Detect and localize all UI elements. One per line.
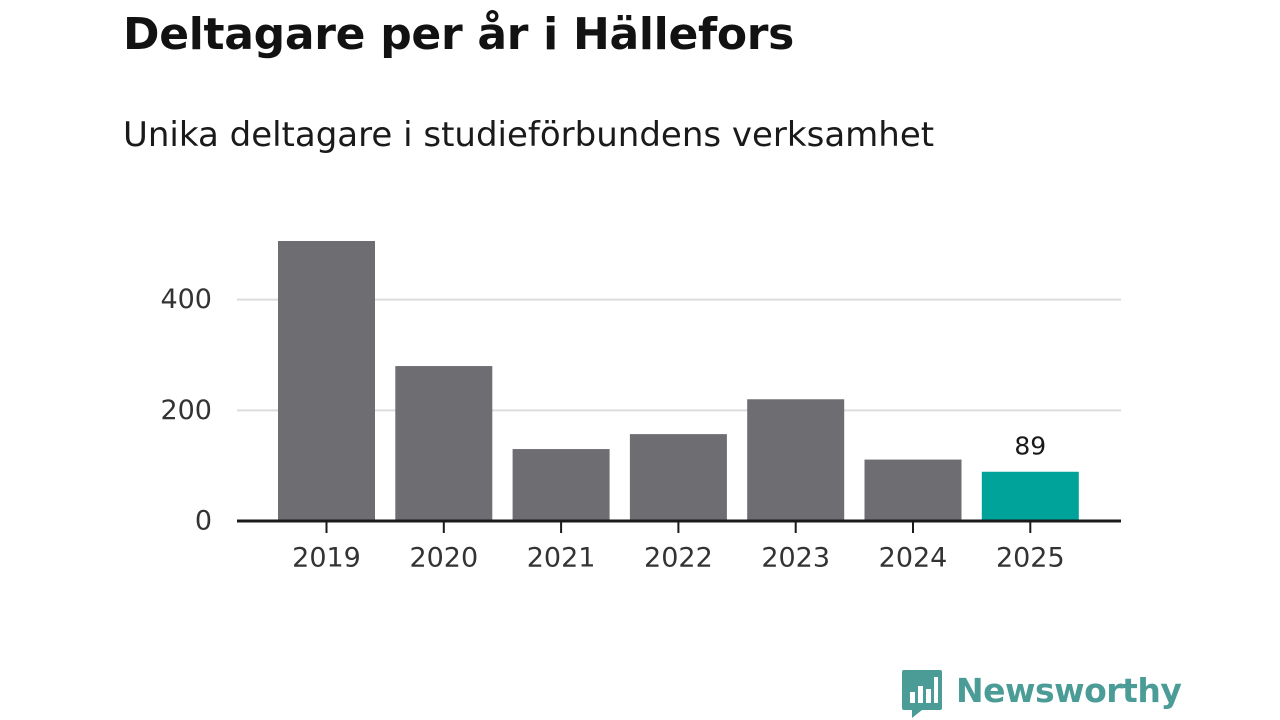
y-tick-label: 200 (160, 395, 212, 426)
bar-2024 (864, 459, 962, 521)
bar-2023 (747, 399, 845, 521)
data-label: 89 (1014, 431, 1046, 460)
gridlines (237, 298, 1121, 412)
bar-2025 (981, 471, 1079, 521)
bar-2022 (629, 434, 727, 521)
x-tick-label: 2023 (761, 543, 830, 574)
x-tick-label: 2024 (879, 543, 948, 574)
bar-2020 (395, 366, 493, 521)
y-tick-label: 400 (160, 284, 212, 315)
x-tick-label: 2025 (996, 543, 1065, 574)
chart-subtitle: Unika deltagare i studieförbundens verks… (123, 115, 935, 155)
chart-title: Deltagare per år i Hällefors (123, 9, 795, 60)
labels: 0 200 400 2019 2020 2021 2022 2023 2024 2025 89 (160, 284, 1064, 573)
x-tick-label: 2019 (292, 543, 361, 574)
brand-name: Newsworthy (956, 671, 1182, 710)
bar-chart: 0 200 400 2019 2020 2021 2022 2023 2024 2025 89 (160, 241, 1121, 574)
x-axis (237, 519, 1121, 533)
y-tick-label: 0 (195, 506, 212, 537)
bars (278, 241, 1079, 521)
x-tick-label: 2022 (644, 543, 713, 574)
x-tick-label: 2020 (409, 543, 478, 574)
newsworthy-logo: Newsworthy (902, 670, 1182, 720)
newsworthy-bars-icon (902, 670, 942, 718)
bar-2019 (278, 241, 375, 521)
bar-2021 (512, 449, 610, 521)
x-tick-label: 2021 (527, 543, 596, 574)
